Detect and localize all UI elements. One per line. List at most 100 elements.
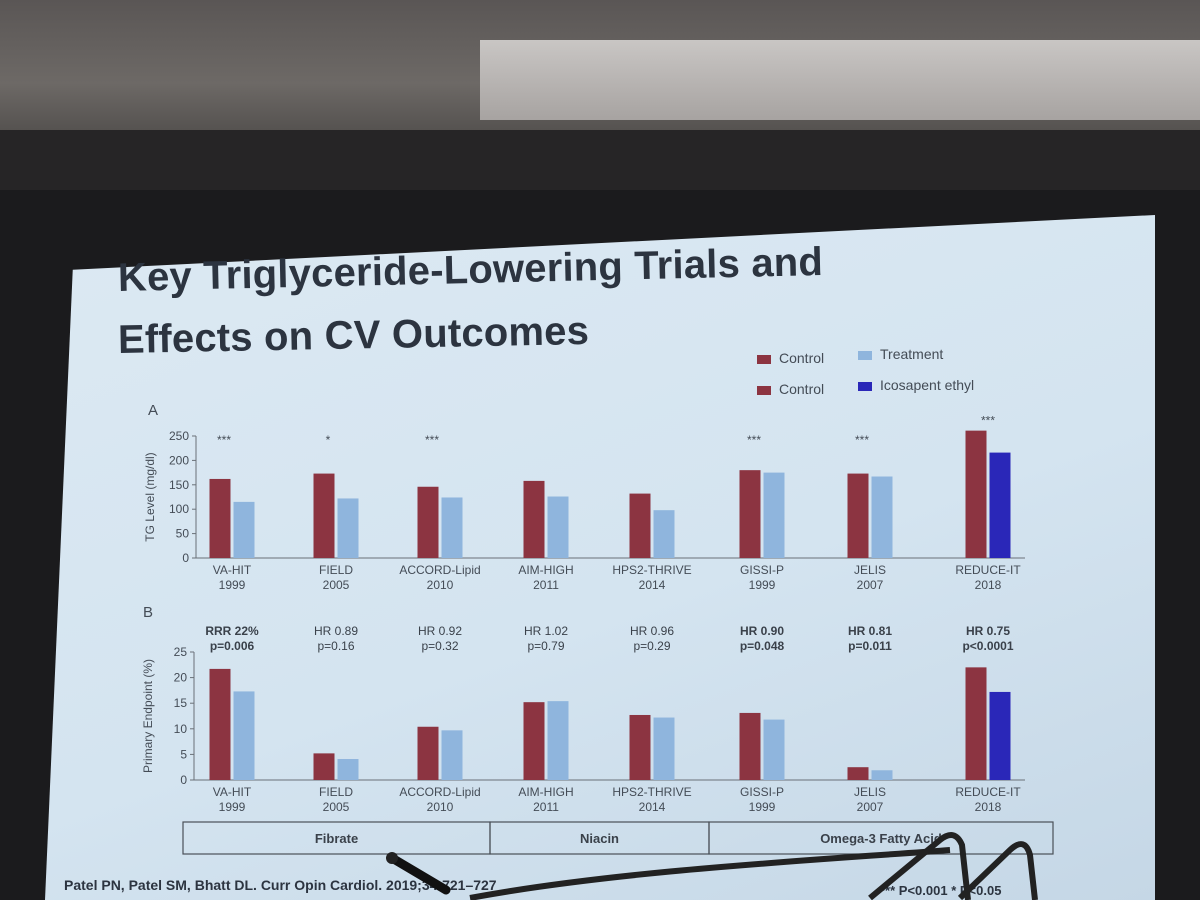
drug-class-label: Niacin (580, 831, 619, 846)
microphone-icon (386, 852, 451, 895)
p-value-label: p=0.048 (740, 639, 785, 653)
x-tick-year: 2010 (427, 578, 454, 592)
bar-treatment-hps2-thrive (653, 717, 675, 780)
legend-swatch-treatment (858, 350, 872, 360)
p-value-label: p<0.0001 (962, 639, 1013, 653)
y-tick-label: 25 (174, 645, 188, 659)
x-tick-label: FIELD (319, 563, 353, 577)
x-tick-label: AIM-HIGH (518, 563, 573, 577)
x-tick-label: AIM-HIGH (518, 785, 573, 799)
x-tick-year: 2011 (533, 800, 559, 814)
bar-treatment-field (337, 498, 359, 558)
y-tick-label: 20 (174, 671, 188, 685)
legend-swatch-icosapent (858, 381, 872, 391)
p-value-label: p=0.011 (848, 639, 892, 653)
bar-treatment-aim-high (547, 496, 569, 558)
bar-control-field (313, 753, 335, 780)
bar-control-gissi-p (739, 470, 761, 558)
bar-treatment-va-hit (233, 691, 255, 780)
y-tick-label: 15 (174, 696, 188, 710)
y-tick-label: 0 (180, 773, 187, 787)
bar-treatment-accord-lipid (441, 497, 463, 558)
bar-control-va-hit (209, 668, 231, 780)
bar-treatment-va-hit (233, 501, 255, 558)
y-axis-label: Primary Endpoint (%) (141, 659, 155, 773)
significance-marker: *** (747, 433, 761, 447)
bar-control-gissi-p (739, 712, 761, 780)
x-tick-label: REDUCE-IT (955, 785, 1021, 799)
significance-marker: *** (855, 433, 869, 447)
x-tick-year: 2005 (323, 578, 350, 592)
bar-treatment-field (337, 759, 359, 780)
effect-size-label: HR 0.75 (966, 624, 1010, 638)
panel-label: B (143, 604, 153, 621)
wire-rack (469, 832, 1038, 900)
bar-control-accord-lipid (417, 726, 439, 780)
bar-control-jelis (847, 473, 869, 558)
p-value-label: p=0.29 (633, 639, 670, 653)
bar-control-field (313, 473, 335, 558)
effect-size-label: HR 0.90 (740, 624, 784, 638)
ceiling-panel (480, 40, 1200, 120)
bar-control-reduce-it (965, 430, 987, 558)
x-tick-year: 1999 (749, 578, 776, 592)
bar-control-hps2-thrive (629, 493, 651, 558)
bar-treatment-reduce-it (989, 691, 1011, 780)
x-tick-label: GISSI-P (740, 785, 784, 799)
y-tick-label: 50 (176, 527, 190, 541)
significance-marker: *** (217, 433, 231, 447)
x-tick-label: GISSI-P (740, 563, 784, 577)
x-tick-year: 2014 (639, 800, 666, 814)
p-value-label: p=0.006 (210, 639, 255, 653)
p-value-label: p=0.16 (317, 639, 354, 653)
bar-treatment-accord-lipid (441, 730, 463, 780)
p-value-label: p=0.79 (527, 639, 564, 653)
x-tick-year: 2018 (975, 800, 1002, 814)
drug-class-label: Omega-3 Fatty Acid (820, 831, 942, 846)
x-tick-label: HPS2-THRIVE (612, 785, 691, 799)
legend-swatch-control (757, 385, 771, 395)
x-tick-label: REDUCE-IT (955, 563, 1021, 577)
bar-treatment-hps2-thrive (653, 510, 675, 558)
legend-item-treatment: Treatment (858, 346, 943, 362)
x-tick-label: FIELD (319, 785, 353, 799)
bar-control-accord-lipid (417, 486, 439, 558)
x-tick-label: JELIS (854, 785, 886, 799)
y-axis-label: TG Level (mg/dl) (143, 452, 157, 541)
significance-marker: * (326, 433, 331, 447)
x-tick-year: 2010 (427, 800, 454, 814)
x-tick-label: HPS2-THRIVE (612, 563, 691, 577)
p-value-label: p=0.32 (421, 639, 458, 653)
bar-control-hps2-thrive (629, 714, 651, 780)
bar-treatment-gissi-p (763, 719, 785, 780)
x-tick-label: JELIS (854, 563, 886, 577)
legend-swatch-control (757, 354, 771, 364)
legend-item-control-b: Control (757, 381, 824, 397)
bar-control-aim-high (523, 702, 545, 780)
x-tick-label: VA-HIT (213, 785, 252, 799)
bar-treatment-jelis (871, 476, 893, 558)
x-tick-label: ACCORD-Lipid (399, 785, 480, 799)
legend-item-icosapent: Icosapent ethyl (858, 377, 974, 393)
bar-control-aim-high (523, 480, 545, 558)
effect-size-label: HR 1.02 (524, 624, 568, 638)
effect-size-label: HR 0.96 (630, 624, 674, 638)
x-tick-label: ACCORD-Lipid (399, 563, 480, 577)
effect-size-label: HR 0.89 (314, 624, 358, 638)
x-tick-year: 2007 (857, 800, 884, 814)
significance-marker: *** (425, 433, 439, 447)
bar-treatment-aim-high (547, 701, 569, 780)
drug-class-label: Fibrate (315, 831, 358, 846)
ceiling-shadow (0, 130, 1200, 190)
y-tick-label: 5 (180, 747, 187, 761)
y-tick-label: 150 (169, 478, 189, 492)
x-tick-year: 2007 (857, 578, 884, 592)
y-tick-label: 10 (174, 722, 188, 736)
y-tick-label: 0 (182, 551, 189, 565)
x-tick-year: 1999 (219, 578, 246, 592)
effect-size-label: RRR 22% (205, 624, 259, 638)
legend-item-control-a: Control (757, 350, 824, 366)
x-tick-year: 1999 (749, 800, 776, 814)
